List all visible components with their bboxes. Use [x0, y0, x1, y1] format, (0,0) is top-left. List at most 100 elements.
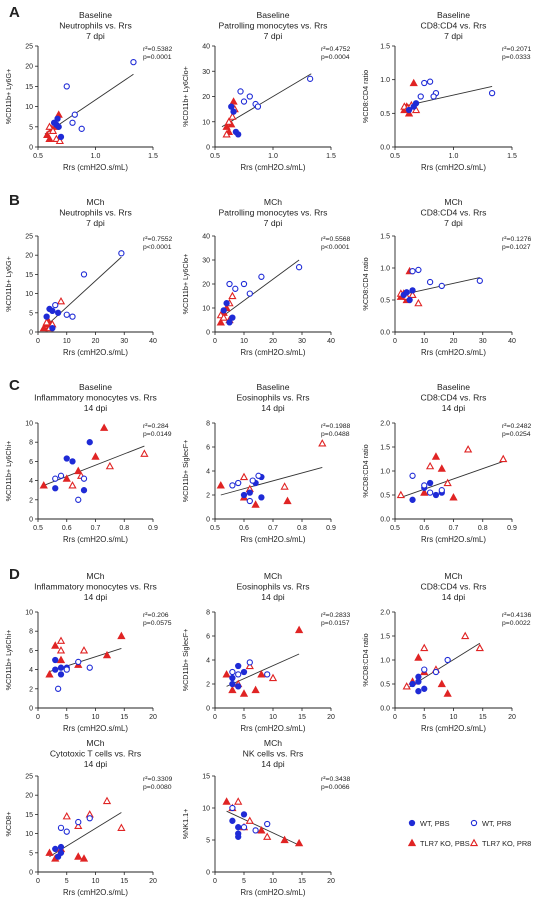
data-point [223, 300, 230, 307]
data-point [246, 497, 253, 505]
legend-label: TLR7 KO, PBS [420, 839, 470, 848]
data-point [444, 656, 451, 664]
x-tick-label: 10 [450, 714, 458, 721]
x-axis-label: Rrs (cmH2O.s/mL) [421, 535, 486, 544]
y-tick-label: 15 [25, 84, 33, 91]
x-axis-label: Rrs (cmH2O.s/mL) [241, 888, 306, 897]
data-point [425, 461, 435, 470]
r-squared-label: r²=0.2482 [502, 423, 532, 430]
y-tick-label: 0.5 [380, 682, 390, 689]
x-axis-label: Rrs (cmH2O.s/mL) [421, 724, 486, 733]
data-point [268, 673, 278, 682]
y-tick-label: 0 [29, 145, 33, 152]
data-point [86, 439, 93, 446]
x-tick-label: 20 [327, 878, 335, 885]
y-tick-label: 10 [25, 831, 33, 838]
y-tick-label: 0 [29, 870, 33, 877]
data-point [235, 683, 242, 690]
data-point [48, 126, 58, 134]
regression-line [221, 73, 312, 128]
y-axis-label: %CD8+ [4, 812, 13, 837]
x-tick-label: 40 [149, 338, 157, 345]
data-point [409, 680, 416, 688]
x-tick-label: 0 [36, 714, 40, 721]
x-tick-label: 0.6 [62, 525, 72, 532]
data-point [254, 103, 262, 110]
data-point [229, 680, 236, 688]
chart-title: Baseline [79, 382, 112, 392]
y-tick-label: 20 [25, 793, 33, 800]
y-tick-label: 6 [206, 634, 210, 641]
x-tick-label: 10 [63, 338, 71, 345]
y-axis-label: %CD11b+ Ly6G+ [4, 256, 13, 312]
y-tick-label: 4 [29, 478, 33, 485]
chart-title: 14 dpi [261, 403, 285, 413]
data-point [226, 280, 233, 288]
p-value-label: p=0.0066 [321, 784, 350, 791]
y-tick-label: 15 [25, 272, 33, 279]
y-tick-label: 0.5 [380, 298, 390, 305]
data-point [42, 318, 51, 326]
x-tick-label: 0.5 [33, 525, 43, 532]
y-tick-label: 10 [25, 291, 33, 298]
data-point [52, 666, 59, 673]
data-point [438, 282, 445, 290]
legend-marker [469, 838, 479, 847]
data-point [240, 824, 248, 831]
data-point [63, 311, 70, 318]
y-tick-label: 0.5 [380, 493, 390, 500]
y-tick-label: 5 [29, 310, 33, 317]
x-tick-label: 15 [120, 878, 128, 885]
data-point [264, 820, 271, 828]
data-point [229, 97, 238, 105]
data-point [57, 843, 65, 851]
x-axis-label: Rrs (cmH2O.s/mL) [241, 535, 306, 544]
chart-title: 14 dpi [84, 592, 108, 602]
x-tick-label: 20 [269, 338, 277, 345]
r-squared-label: r²=0.3438 [321, 776, 351, 783]
y-tick-label: 20 [202, 94, 210, 101]
x-tick-label: 0 [36, 878, 40, 885]
data-point [257, 670, 266, 678]
data-point [80, 487, 88, 494]
x-tick-label: 0.9 [148, 525, 158, 532]
chart-title: MCh [264, 571, 282, 581]
y-tick-label: 10 [25, 610, 33, 617]
data-point [409, 78, 418, 87]
data-point [49, 325, 56, 332]
data-point [405, 106, 413, 114]
x-tick-label: 0 [36, 338, 40, 345]
chart-title: MCh [264, 738, 282, 748]
data-point [408, 290, 417, 298]
y-tick-label: 20 [25, 64, 33, 71]
data-point [258, 273, 265, 280]
panel-letter-a: A [9, 4, 20, 21]
x-tick-label: 20 [327, 714, 335, 721]
data-point [417, 93, 424, 100]
y-tick-label: 40 [202, 234, 210, 241]
data-point [403, 289, 410, 296]
data-point [69, 119, 76, 126]
data-point [54, 853, 62, 860]
y-tick-label: 1.0 [380, 266, 390, 273]
legend-label: WT, PR8 [482, 819, 511, 828]
data-point [306, 75, 314, 82]
x-tick-label: 0.5 [390, 525, 400, 532]
data-point [240, 668, 248, 676]
data-point [432, 668, 440, 676]
data-point [409, 287, 416, 294]
y-tick-label: 0 [206, 517, 210, 524]
data-point [230, 108, 237, 115]
y-tick-label: 10 [202, 806, 210, 813]
r-squared-label: r²=0.284 [143, 423, 169, 430]
chart-title: Inflammatory monocytes vs. Rrs [34, 582, 157, 592]
data-point [421, 79, 428, 87]
data-point [57, 133, 65, 141]
x-tick-label: 0.5 [390, 153, 400, 160]
data-point [57, 472, 65, 479]
x-tick-label: 10 [240, 338, 248, 345]
